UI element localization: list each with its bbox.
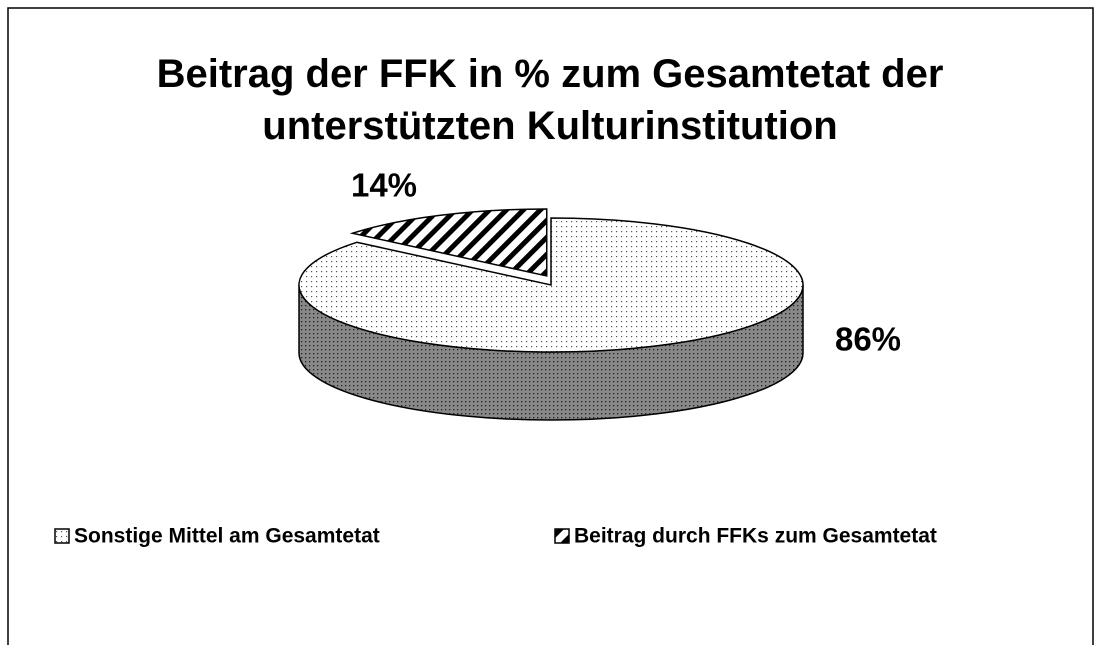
data-label: 14% (351, 167, 417, 204)
chart-title: Beitrag der FFK in % zum Gesamtetat der … (156, 52, 944, 148)
pie-slice (298, 217, 804, 353)
legend-label: Sonstige Mittel am Gesamtetat (74, 525, 380, 548)
legend-swatch (54, 528, 70, 544)
legend-swatch (554, 528, 570, 544)
data-label: 86% (835, 321, 901, 358)
chart-border (7, 7, 1094, 645)
pie-slice (349, 208, 548, 277)
legend-label: Beitrag durch FFKs zum Gesamtetat (574, 525, 937, 548)
